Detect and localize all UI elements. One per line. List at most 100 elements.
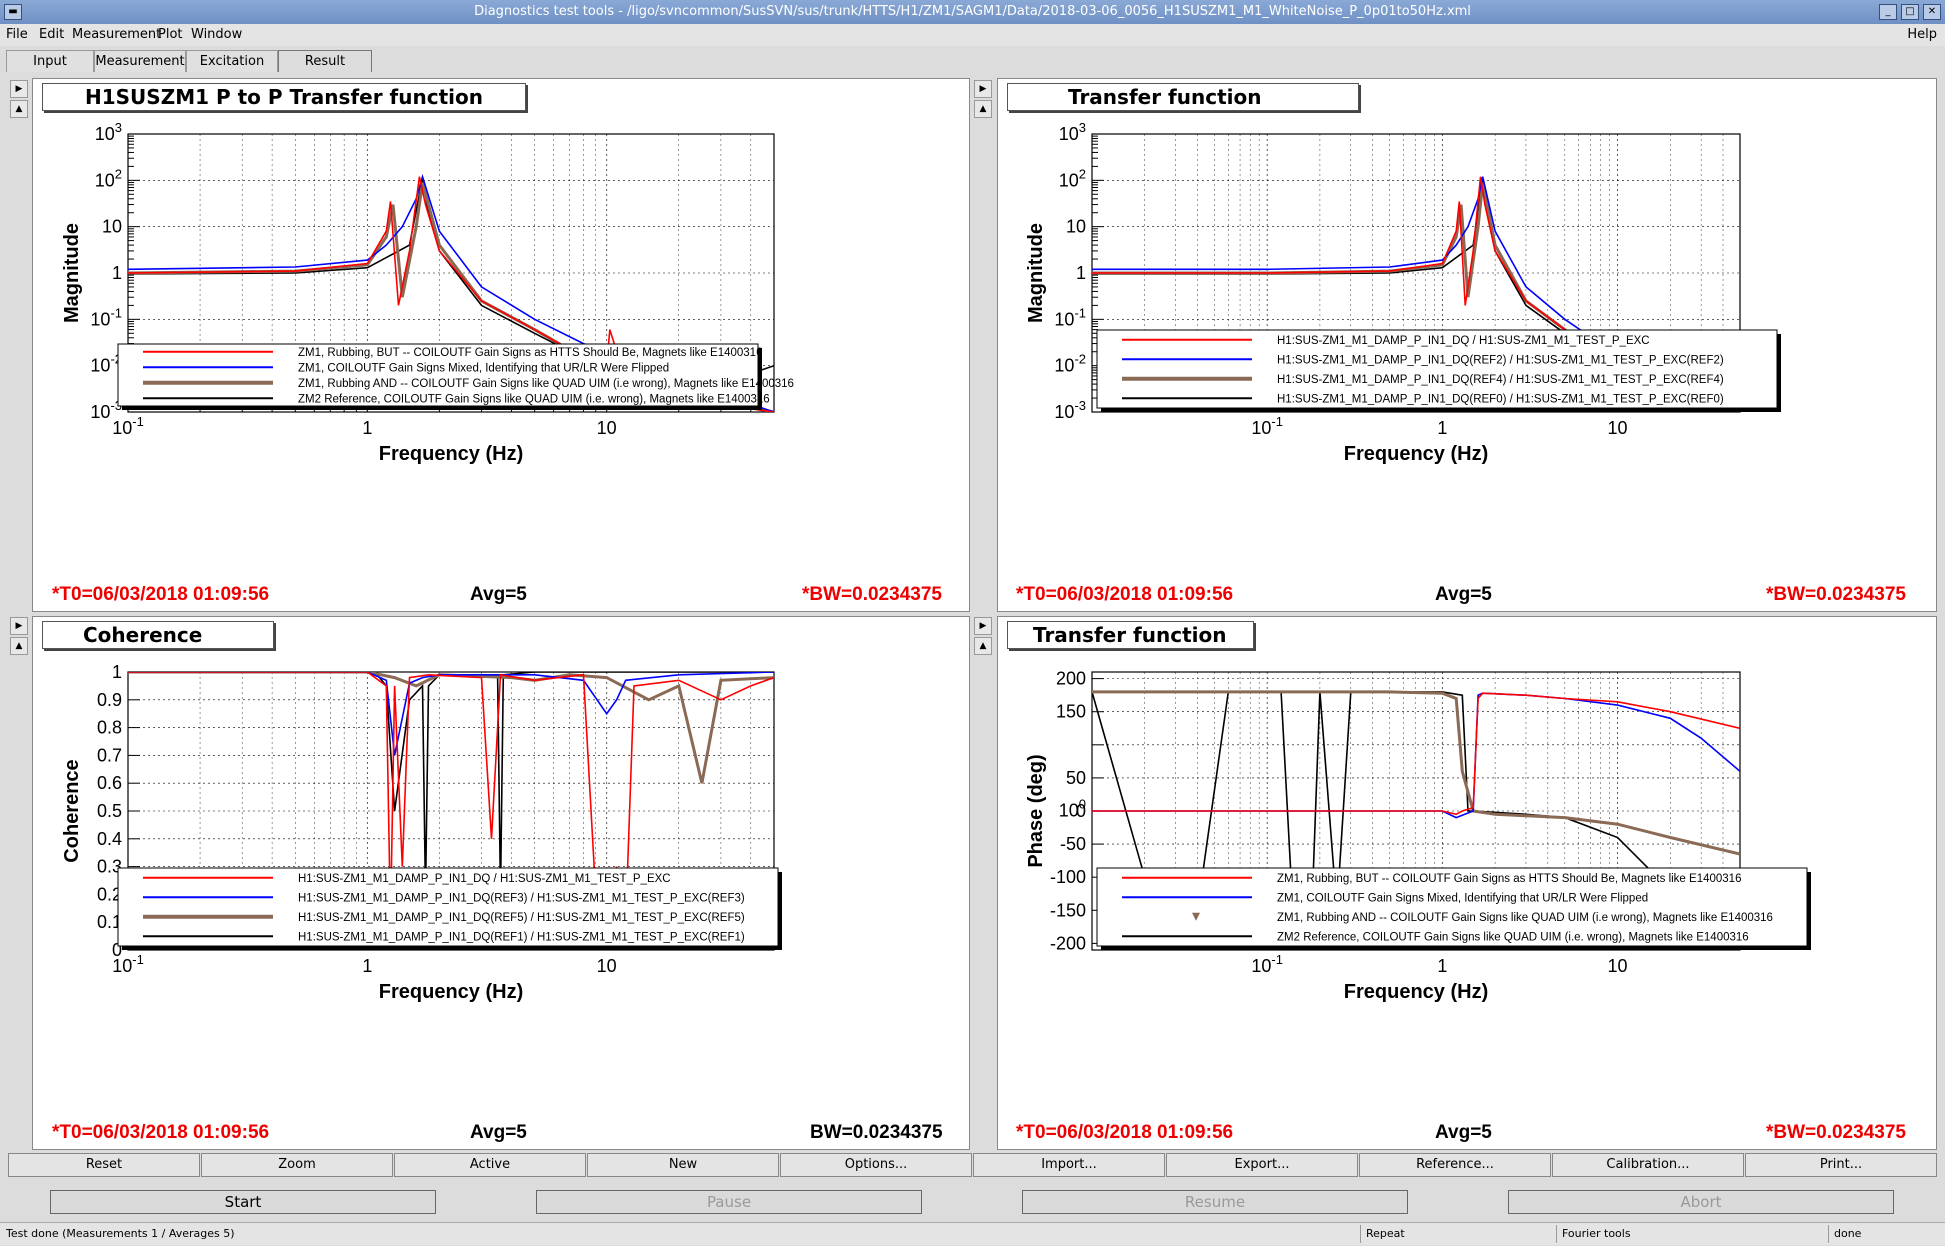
panel4-bw: *BW=0.0234375 — [1766, 1122, 1906, 1143]
x-tick-label: 10 — [1608, 956, 1628, 976]
panel3-side-buttons: ▶ ▲ — [10, 617, 28, 657]
series-line-1 — [128, 672, 774, 926]
y-tick-label: 10 — [102, 217, 122, 237]
zoom-button[interactable]: Zoom — [201, 1153, 393, 1177]
y-tick-label: 0.7 — [97, 745, 122, 765]
active-button[interactable]: Active — [394, 1153, 586, 1177]
menu-window[interactable]: Window — [191, 27, 243, 42]
y-tick-label: 0.1 — [97, 912, 122, 932]
minimize-icon[interactable]: _ — [1879, 4, 1897, 20]
reset-button[interactable]: Reset — [8, 1153, 200, 1177]
y-tick-label: 10-1 — [90, 305, 122, 329]
y-tick-label: 0.4 — [97, 829, 122, 849]
y-tick-label: 1 — [112, 662, 122, 682]
status-divider — [1556, 1225, 1557, 1243]
x-tick-label: 1 — [1437, 418, 1447, 438]
phase-chart: 10-1 1 10 -200 -150 -100 -50 0 50 100 150 200 Freque… — [1025, 669, 1811, 1003]
panel3-avg: Avg=5 — [470, 1122, 527, 1143]
y-tick-label: 0.6 — [97, 773, 122, 793]
panel4-up-icon[interactable]: ▲ — [974, 637, 992, 655]
panel2-up-icon[interactable]: ▲ — [974, 100, 992, 118]
abort-button[interactable]: Abort — [1508, 1190, 1894, 1214]
new-button[interactable]: New — [587, 1153, 779, 1177]
panel1-title: H1SUSZM1 P to P Transfer function — [42, 83, 526, 111]
legend-label-1: ZM1, Rubbing, BUT -- COILOUTF Gain Signs… — [298, 347, 762, 359]
status-divider — [1360, 1225, 1361, 1243]
panel1-expand-icon[interactable]: ▶ — [10, 80, 28, 98]
export-button[interactable]: Export... — [1166, 1153, 1358, 1177]
panel4-t0: *T0=06/03/2018 01:09:56 — [1016, 1122, 1234, 1143]
import-button[interactable]: Import... — [973, 1153, 1165, 1177]
maximize-icon[interactable]: □ — [1901, 4, 1919, 20]
x-axis-label: Frequency (Hz) — [379, 443, 523, 465]
legend-label-4: H1:SUS-ZM1_M1_DAMP_P_IN1_DQ(REF1) / H1:S… — [298, 931, 745, 943]
magnitude-chart-1: 10-1 1 10 10-3 10-2 10-1 1 10 102 103 Frequency (H… — [61, 120, 794, 465]
panel3-title: Coherence — [42, 621, 274, 649]
menu-edit[interactable]: Edit — [39, 27, 65, 42]
x-tick-label: 10-1 — [1251, 414, 1283, 438]
y-tick-label: 103 — [95, 120, 122, 144]
panel4-expand-icon[interactable]: ▶ — [974, 617, 992, 635]
y-axis-label: Magnitude — [1025, 223, 1047, 323]
menu-file[interactable]: File — [6, 27, 28, 42]
legend-label-2: ZM1, COILOUTF Gain Signs Mixed, Identify… — [1277, 892, 1648, 904]
menu-measurement[interactable]: Measurement — [72, 27, 162, 42]
menu-plot[interactable]: Plot — [158, 27, 183, 42]
panel1-side-buttons: ▶ ▲ — [10, 80, 28, 120]
series-line-3 — [1092, 690, 1740, 856]
pause-button[interactable]: Pause — [536, 1190, 922, 1214]
y-tick-label: 0.5 — [97, 801, 122, 821]
y-axis-label: Phase (deg) — [1025, 754, 1047, 867]
legend-label-1: H1:SUS-ZM1_M1_DAMP_P_IN1_DQ / H1:SUS-ZM1… — [1277, 335, 1650, 347]
legend-box — [1096, 329, 1778, 409]
panel3-bw: BW=0.0234375 — [810, 1122, 943, 1143]
y-tick-label: 150 — [1056, 702, 1086, 722]
legend-label-3: ZM1, Rubbing AND -- COILOUTF Gain Signs … — [298, 378, 794, 390]
panel2-bw: *BW=0.0234375 — [1766, 584, 1906, 605]
panel4-avg: Avg=5 — [1435, 1122, 1492, 1143]
window-menu-icon[interactable]: ▬ — [4, 4, 22, 20]
legend-box — [1096, 867, 1808, 947]
panel1-avg: Avg=5 — [470, 584, 527, 605]
options-button[interactable]: Options... — [780, 1153, 972, 1177]
legend-label-3: H1:SUS-ZM1_M1_DAMP_P_IN1_DQ(REF5) / H1:S… — [298, 912, 745, 924]
panel3-up-icon[interactable]: ▲ — [10, 637, 28, 655]
panel4-title: Transfer function — [1007, 621, 1254, 649]
y-tick-label: -100 — [1050, 867, 1086, 887]
x-tick-label: 10-1 — [112, 414, 144, 438]
reference-button[interactable]: Reference... — [1359, 1153, 1551, 1177]
legend-label-2: H1:SUS-ZM1_M1_DAMP_P_IN1_DQ(REF2) / H1:S… — [1277, 354, 1724, 366]
test-control-row: Start Pause Resume Abort — [0, 1190, 1945, 1216]
y-tick-label: 0.3 — [97, 857, 122, 877]
legend-box — [117, 867, 779, 947]
panel1-up-icon[interactable]: ▲ — [10, 100, 28, 118]
panel3-expand-icon[interactable]: ▶ — [10, 617, 28, 635]
y-tick-label: 50 — [1066, 768, 1086, 788]
close-icon[interactable]: ✕ — [1923, 4, 1941, 20]
tab-input[interactable]: Input — [6, 50, 94, 72]
y-tick-label: 102 — [1059, 166, 1086, 190]
menu-help[interactable]: Help — [1907, 27, 1937, 42]
tab-excitation[interactable]: Excitation — [186, 50, 278, 72]
y-tick-label: 0 — [1076, 801, 1086, 821]
x-tick-label: 1 — [1437, 956, 1447, 976]
start-button[interactable]: Start — [50, 1190, 436, 1214]
y-tick-label: 10-3 — [1054, 398, 1086, 422]
status-bar: Test done (Measurements 1 / Averages 5) … — [0, 1222, 1945, 1245]
series-line-1 — [128, 176, 774, 412]
panel1-t0: *T0=06/03/2018 01:09:56 — [52, 584, 270, 605]
resume-button[interactable]: Resume — [1022, 1190, 1408, 1214]
panel2-t0: *T0=06/03/2018 01:09:56 — [1016, 584, 1234, 605]
panel2-expand-icon[interactable]: ▶ — [974, 80, 992, 98]
tab-measurement[interactable]: Measurement — [94, 50, 186, 72]
tab-result[interactable]: Result — [278, 50, 372, 72]
calibration-button[interactable]: Calibration... — [1552, 1153, 1744, 1177]
status-divider — [1828, 1225, 1829, 1243]
print-button[interactable]: Print... — [1745, 1153, 1937, 1177]
legend-label-1: ZM1, Rubbing, BUT -- COILOUTF Gain Signs… — [1277, 873, 1741, 885]
y-tick-label: 102 — [95, 166, 122, 190]
legend-label-4: ZM2 Reference, COILOUTF Gain Signs like … — [1277, 931, 1749, 943]
y-tick-label: 200 — [1056, 669, 1086, 689]
x-tick-label: 1 — [362, 418, 372, 438]
panel4-side-buttons: ▶ ▲ — [974, 617, 992, 657]
